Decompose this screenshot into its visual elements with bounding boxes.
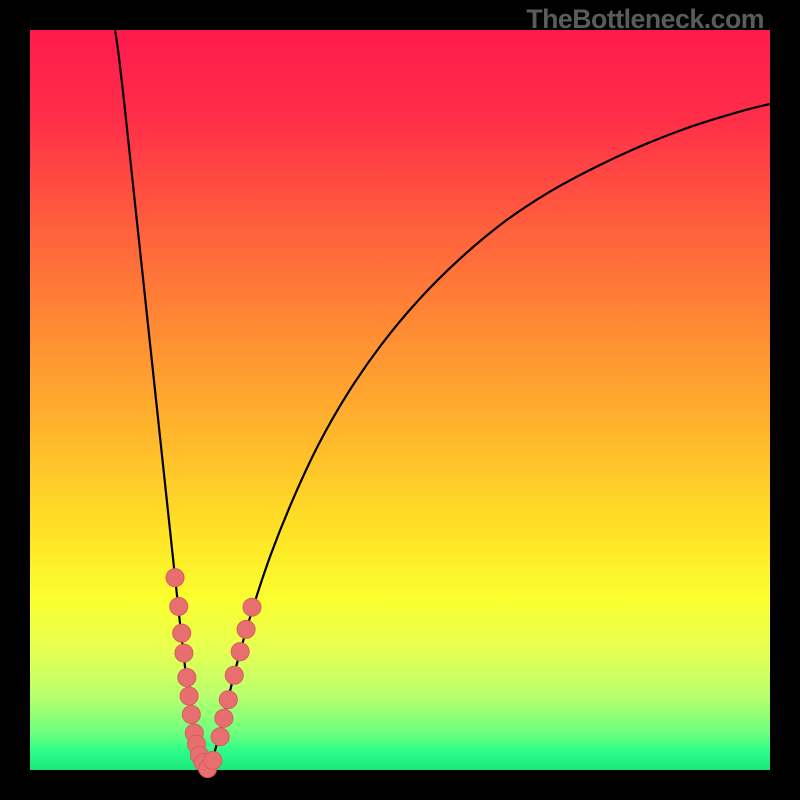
- chart-container: TheBottleneck.com: [0, 0, 800, 800]
- gradient-background: [30, 30, 770, 770]
- watermark-text: TheBottleneck.com: [526, 4, 764, 35]
